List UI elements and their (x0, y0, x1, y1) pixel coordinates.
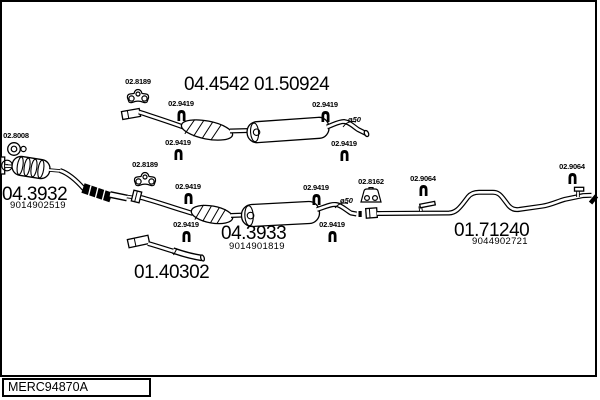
part-number-label[interactable]: 02.9419 (319, 220, 345, 229)
top-tailpipe (326, 119, 370, 138)
clamp-icon (294, 193, 338, 209)
clamp-icon (401, 184, 445, 200)
gasket-ring-icon (0, 141, 38, 157)
catalog-code: MERC94870A (8, 380, 88, 394)
clamp-icon (310, 230, 354, 246)
part-callout: 02.8189 (123, 161, 167, 187)
part-callout: 02.9419 (303, 101, 347, 126)
oe-number-mid: 9014901819 (229, 241, 285, 252)
mid-catalyst (190, 204, 234, 225)
clamp-icon (164, 230, 208, 246)
system-number-top[interactable]: 04.4542 01.50924 (184, 74, 330, 95)
top-catalyst (180, 119, 234, 141)
rear-hanger-bracket (418, 200, 437, 212)
system-number-rear[interactable]: 01.71240 (454, 220, 530, 241)
rubber-mount-icon (123, 170, 167, 187)
part-number-label[interactable]: 02.9419 (331, 139, 357, 148)
part-callout: 02.9419 (156, 139, 200, 164)
rubber-mount-icon (116, 87, 160, 104)
bracket-mount-icon (349, 186, 393, 203)
mid-front-pipe (140, 195, 194, 216)
part-number-label[interactable]: 02.9064 (559, 162, 585, 171)
part-callout: 02.8162 (349, 178, 393, 203)
mid-tailpipe (316, 201, 362, 217)
part-callout: 02.9419 (322, 140, 366, 165)
mid-muffler (240, 200, 321, 228)
part-callout: 02.9419 (294, 184, 338, 209)
top-front-flange (120, 107, 142, 121)
part-callout: 02.9419 (164, 221, 208, 246)
clamp-icon (322, 149, 366, 165)
part-number-label[interactable]: 02.9064 (410, 174, 436, 183)
part-callout: 02.8189 (116, 78, 160, 104)
clamp-icon (159, 109, 203, 125)
part-number-label[interactable]: 02.9419 (312, 100, 338, 109)
flex-pipe (81, 183, 135, 204)
part-callout: 02.9419 (310, 221, 354, 246)
part-number-label[interactable]: 02.9419 (173, 220, 199, 229)
clamp-icon (303, 110, 347, 126)
part-callout: 02.9064 (550, 163, 594, 188)
part-number-label[interactable]: 02.9419 (168, 99, 194, 108)
catalog-code-box: MERC94870A (2, 378, 151, 397)
alt-front-pipe (147, 241, 206, 262)
system-number-alt-front[interactable]: 01.40302 (134, 262, 210, 283)
part-number-label[interactable]: 02.9419 (175, 182, 201, 191)
part-number-label[interactable]: 02.8189 (132, 160, 158, 169)
mid-inlet-flange (130, 189, 143, 204)
front-downpipe (59, 168, 86, 191)
pipe-diameter-note: ø50 (340, 196, 353, 205)
diagram-frame (0, 0, 597, 377)
system-number-mid[interactable]: 04.3933 (221, 223, 287, 244)
part-number-label[interactable]: 02.9419 (165, 138, 191, 147)
part-number-label[interactable]: 02.8008 (3, 131, 29, 140)
front-catalyst (11, 155, 51, 180)
part-callout: 02.9419 (166, 183, 210, 208)
top-muffler (246, 116, 330, 144)
clamp-icon (550, 172, 594, 188)
part-callout: 02.9419 (159, 100, 203, 125)
front-slip-joint (48, 168, 62, 173)
part-number-label[interactable]: 02.8162 (358, 177, 384, 186)
system-number-front[interactable]: 04.3932 (2, 184, 68, 205)
alt-front-pipe-flange (126, 234, 151, 249)
oe-number-front: 9014902519 (10, 200, 66, 211)
clamp-icon (166, 192, 210, 208)
rear-hanger-pin (573, 186, 585, 197)
part-number-label[interactable]: 02.9419 (303, 183, 329, 192)
part-number-label[interactable]: 02.8189 (125, 77, 151, 86)
part-callout: 02.9064 (401, 175, 445, 200)
oe-number-rear: 9044902721 (472, 236, 528, 247)
rear-pipe (376, 189, 599, 216)
rear-inlet-flange (364, 207, 379, 219)
clamp-icon (156, 148, 200, 164)
part-callout: 02.8008 (0, 132, 38, 157)
pipe-diameter-note: ø50 (348, 115, 361, 124)
